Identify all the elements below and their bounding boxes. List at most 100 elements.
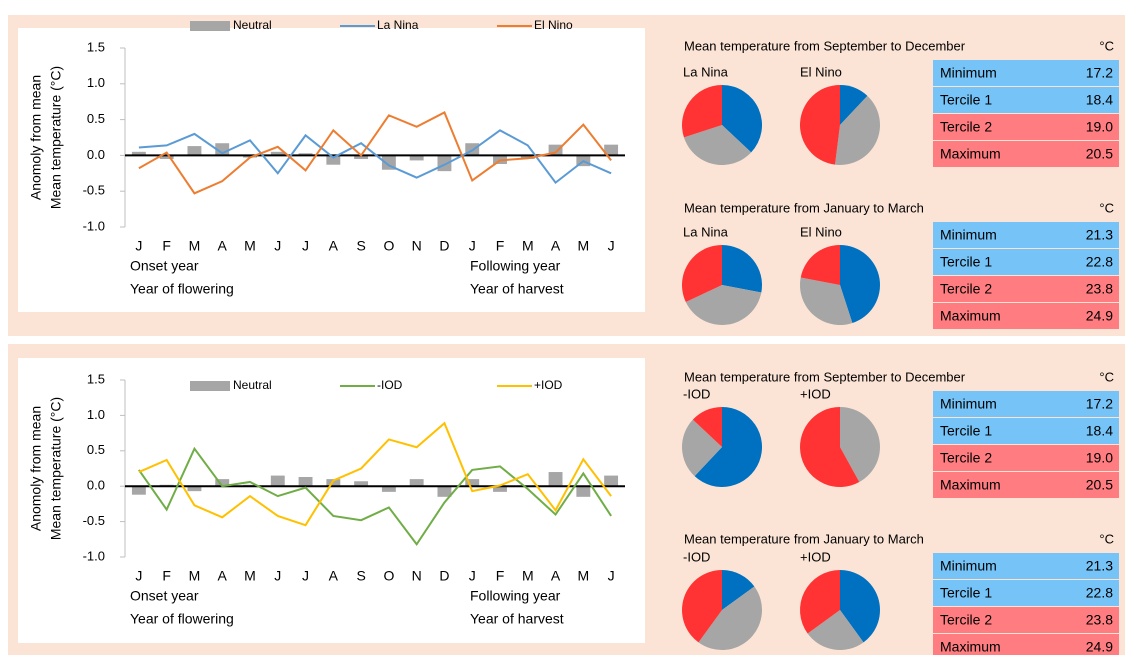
- y-tick-label: 0.5: [87, 111, 105, 126]
- x-tick-label: S: [356, 568, 365, 584]
- y-tick-label: -0.5: [83, 183, 105, 198]
- x-tick-label: O: [383, 568, 394, 584]
- x-tick-label: M: [244, 238, 256, 254]
- row-value: 18.4: [1086, 423, 1113, 439]
- pie-slice: [834, 95, 880, 165]
- x-tick-label: M: [577, 238, 589, 254]
- legend-label: La Nina: [377, 18, 419, 32]
- pie-slice: [800, 245, 840, 285]
- pie-slice: [800, 85, 840, 165]
- row-value: 23.8: [1086, 612, 1113, 628]
- pie-title: -IOD: [683, 549, 710, 564]
- section-title: Mean temperature from January to March: [684, 531, 924, 546]
- pie-title: La Nina: [683, 64, 729, 79]
- pie-slice: [694, 407, 763, 487]
- row-label: Minimum: [940, 558, 997, 574]
- bar: [354, 155, 369, 159]
- pie-slice: [722, 85, 763, 153]
- y-tick-label: 1.0: [87, 407, 105, 422]
- x-group-label: Year of flowering: [130, 281, 234, 297]
- pie-title: La Nina: [683, 224, 729, 239]
- section-title: Mean temperature from September to Decem…: [684, 369, 966, 384]
- legend-swatch: [190, 381, 230, 391]
- x-tick-label: O: [383, 238, 394, 254]
- row-value: 19.0: [1086, 450, 1113, 466]
- legend-label: +IOD: [534, 378, 563, 392]
- bar: [298, 476, 313, 487]
- y-tick-label: 0.0: [87, 478, 105, 493]
- bar: [159, 155, 174, 159]
- pie-slice: [722, 245, 762, 293]
- y-axis-label: Anomoly from mean: [28, 75, 44, 200]
- x-tick-label: F: [496, 568, 505, 584]
- section-unit: °C: [1099, 531, 1114, 546]
- row-label: Minimum: [940, 227, 997, 243]
- y-tick-label: 1.5: [87, 39, 105, 54]
- row-value: 20.5: [1086, 146, 1113, 162]
- bar: [437, 486, 452, 497]
- table-row: [933, 391, 1119, 417]
- x-tick-label: N: [412, 568, 422, 584]
- pie-slice: [682, 245, 722, 303]
- pie-slice: [682, 570, 722, 643]
- row-label: Maximum: [940, 477, 1001, 493]
- row-value: 17.2: [1086, 396, 1113, 412]
- legend-swatch: [190, 21, 230, 31]
- row-value: 24.9: [1086, 639, 1113, 655]
- y-tick-label: 1.0: [87, 75, 105, 90]
- x-tick-label: J: [469, 568, 476, 584]
- x-tick-label: A: [551, 238, 561, 254]
- bar: [131, 151, 146, 156]
- y-axis-label: Mean temperature (°C): [48, 397, 64, 540]
- bar: [354, 481, 369, 487]
- pie-slice: [800, 407, 860, 488]
- pie-slice: [840, 245, 880, 324]
- row-label: Maximum: [940, 308, 1001, 324]
- pie-slice: [692, 407, 722, 447]
- bar: [298, 153, 313, 156]
- row-label: Tercile 1: [940, 254, 992, 270]
- y-tick-label: -0.5: [83, 513, 105, 528]
- line-series: [138, 129, 612, 185]
- legend-label: El Nino: [534, 18, 573, 32]
- row-value: 24.9: [1086, 308, 1113, 324]
- bar: [326, 479, 341, 487]
- section-unit: °C: [1099, 200, 1114, 215]
- row-label: Tercile 1: [940, 92, 992, 108]
- pie-slice: [840, 85, 868, 125]
- table-row: [933, 141, 1119, 167]
- x-tick-label: J: [274, 238, 281, 254]
- x-group-label: Following year: [470, 588, 561, 604]
- table-row: [933, 87, 1119, 113]
- x-tick-label: A: [551, 568, 561, 584]
- table-row: [933, 222, 1119, 248]
- bar: [270, 151, 285, 156]
- row-label: Maximum: [940, 146, 1001, 162]
- section-title: Mean temperature from September to Decem…: [684, 38, 966, 53]
- bar: [187, 146, 202, 156]
- table-row: [933, 445, 1119, 471]
- legend-label: Neutral: [233, 378, 272, 392]
- pie-slice: [800, 277, 853, 325]
- line-series: [138, 421, 612, 527]
- bar: [326, 155, 341, 165]
- x-tick-label: D: [439, 568, 449, 584]
- bar: [604, 475, 619, 487]
- bar: [243, 155, 257, 158]
- x-tick-label: S: [356, 238, 365, 254]
- table-row: [933, 607, 1119, 633]
- table-row: [933, 553, 1119, 579]
- pie-slice: [682, 85, 722, 138]
- row-label: Minimum: [940, 65, 997, 81]
- x-tick-label: J: [274, 568, 281, 584]
- table-row: [933, 60, 1119, 86]
- x-tick-label: A: [329, 238, 339, 254]
- table-row: [933, 249, 1119, 275]
- x-tick-label: J: [302, 568, 309, 584]
- row-label: Tercile 2: [940, 450, 992, 466]
- x-tick-label: J: [135, 238, 142, 254]
- bar: [409, 155, 424, 161]
- table-row: [933, 634, 1119, 655]
- section-title: Mean temperature from January to March: [684, 200, 924, 215]
